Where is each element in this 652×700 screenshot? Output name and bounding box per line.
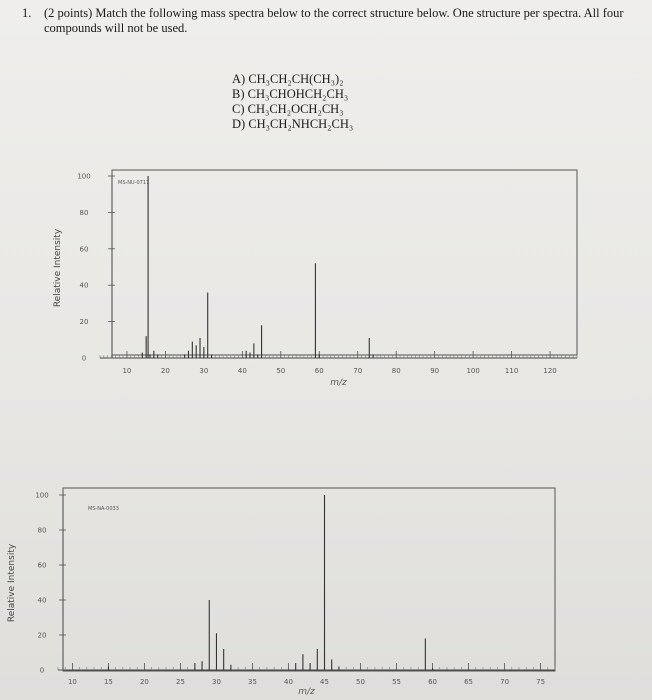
- spectrum2-x-tick-label: 45: [320, 678, 329, 686]
- spectrum1-x-tick-label: 20: [161, 367, 170, 375]
- spectrum2-x-tick-label: 40: [284, 678, 293, 686]
- spectrum1-x-tick-label: 60: [315, 367, 324, 375]
- spectrum1-x-tick-label: 120: [543, 367, 556, 375]
- spectrum2-x-tick-label: 25: [176, 678, 185, 686]
- spectrum2-x-tick-label: 75: [536, 678, 545, 686]
- spectrum2-x-tick-label: 30: [212, 678, 221, 686]
- question-number: 1.: [22, 6, 32, 20]
- spectrum2-x-tick-label: 55: [392, 678, 401, 686]
- spectrum1-y-tick-label: 80: [80, 209, 89, 217]
- spectrum2-y-tick-label: 20: [38, 632, 47, 640]
- spectrum2-y-tick-label: 100: [35, 492, 48, 500]
- question-text: (2 points) Match the following mass spec…: [44, 6, 624, 35]
- spectrum1-y-tick-label: 0: [82, 355, 86, 363]
- spectrum2-x-tick-label: 20: [140, 678, 149, 686]
- spectrum1-x-tick-label: 80: [392, 367, 401, 375]
- spectrum2-x-label: m/z: [298, 687, 315, 697]
- spectrum1-y-tick-label: 40: [80, 282, 89, 290]
- spectrum1-x-tick-label: 70: [353, 367, 362, 375]
- spectrum2-x-tick-label: 15: [104, 678, 113, 686]
- spectrum2-y-tick-label: 40: [38, 597, 47, 605]
- spectrum1-x-tick-label: 40: [238, 367, 247, 375]
- spectrum2-x-tick-label: 65: [464, 678, 473, 686]
- spectrum1-y-tick-label: 100: [77, 173, 90, 181]
- spectrum1-x-tick-label: 30: [199, 367, 208, 375]
- choice-c: C) CH₃CH₂OCH₂CH₃: [232, 102, 344, 116]
- spectrum2-y-label: Relative Intensity: [7, 543, 17, 622]
- spectrum2-x-tick-label: 50: [356, 678, 365, 686]
- spectrum2-stamp: MS-NA-0033: [88, 506, 119, 512]
- spectrum1-x-tick-label: 110: [505, 367, 518, 375]
- structure-choices: A) CH₃CH₂CH(CH₃)₂ B) CH₃CHOHCH₂CH₃ C) CH…: [232, 72, 353, 132]
- spectrum1-stamp: MS-NU-0717: [118, 180, 149, 186]
- spectrum2-y-tick-label: 60: [38, 562, 47, 570]
- spectrum1-x-tick-label: 90: [430, 367, 439, 375]
- choice-d: D) CH₃CH₂NHCH₂CH₃: [232, 117, 354, 131]
- spectrum2-frame: [62, 487, 556, 672]
- spectrum2-x-tick-label: 35: [248, 678, 257, 686]
- choice-a: A) CH₃CH₂CH(CH₃)₂: [232, 72, 344, 86]
- spectrum1-y-tick-label: 20: [80, 318, 89, 326]
- spectrum1-y-label: Relative Intensity: [53, 228, 63, 307]
- spectrum1-x-tick-label: 10: [122, 367, 131, 375]
- spectrum2-y-tick-label: 0: [40, 667, 44, 675]
- spectrum1-x-tick-label: 50: [276, 367, 285, 375]
- choice-b: B) CH₃CHOHCH₂CH₃: [232, 87, 349, 101]
- spectrum1-x-label: m/z: [330, 378, 347, 388]
- spectrum2-x-tick-label: 10: [68, 678, 77, 686]
- spectrum1-y-tick-label: 60: [80, 245, 89, 253]
- spectrum2-y-tick-label: 80: [38, 527, 47, 535]
- spectrum2-x-tick-label: 70: [500, 678, 509, 686]
- spectrum2-x-tick-label: 60: [428, 678, 437, 686]
- spectrum1-x-tick-label: 100: [466, 367, 479, 375]
- spectrum1-frame: [111, 169, 578, 356]
